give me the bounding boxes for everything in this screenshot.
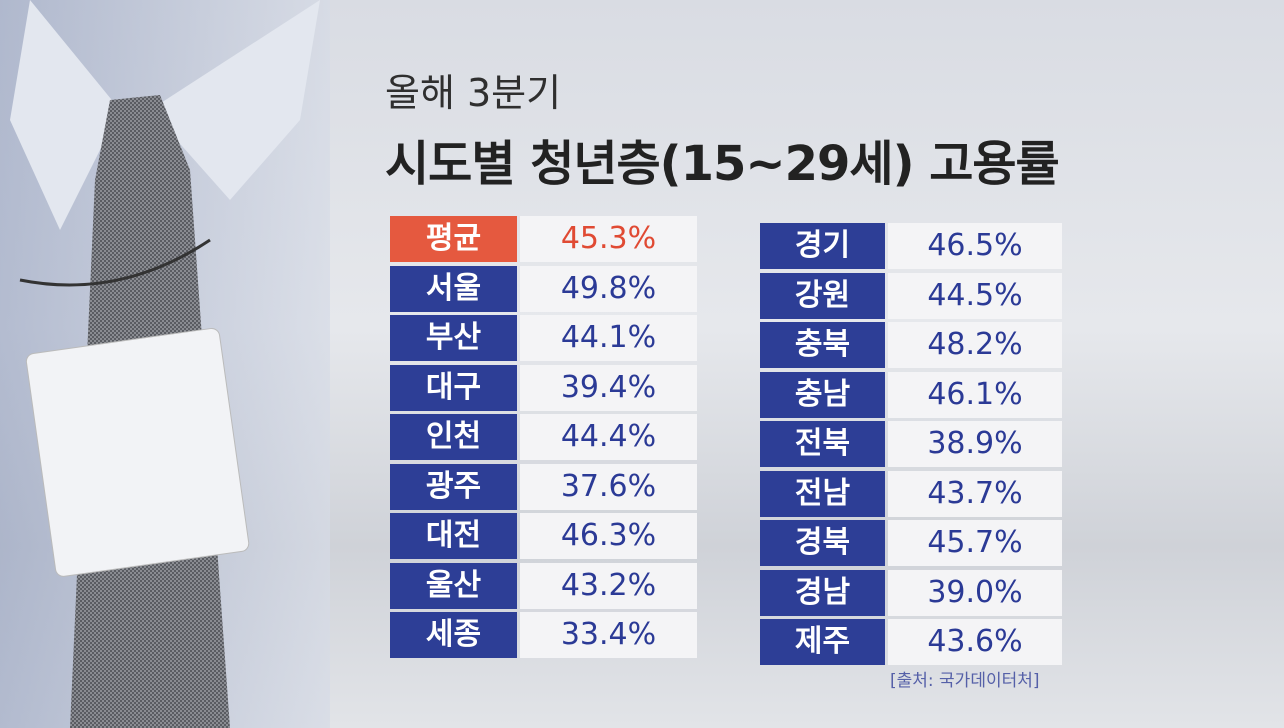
subtitle: 올해 3분기 [385,71,562,115]
rate-value: 39.0% [888,569,1062,616]
region-label: 인천 [390,414,517,460]
region-label: 제주 [760,619,885,665]
rate-value: 46.3% [520,513,697,559]
region-label: 대구 [390,364,517,411]
rate-value: 48.2% [888,322,1062,368]
region-label: 세종 [390,612,517,658]
rate-value: 33.4% [520,612,697,658]
region-label: 평균 [390,216,517,262]
rate-value: 43.7% [888,470,1062,517]
region-label: 경기 [760,223,885,269]
rate-value: 44.4% [520,414,697,460]
rate-value: 38.9% [888,421,1062,467]
region-label: 충남 [760,371,885,418]
rate-value: 44.5% [888,272,1062,319]
source: [출처: 국가데이터처] [890,671,1040,691]
region-label: 경북 [760,520,885,566]
rate-value: 43.6% [888,619,1062,665]
region-label: 전남 [760,470,885,517]
region-label: 서울 [390,265,517,312]
rate-value: 37.6% [520,463,697,510]
region-label: 경남 [760,569,885,616]
rate-value: 49.8% [520,265,697,312]
rate-value: 45.7% [888,520,1062,566]
region-label: 대전 [390,513,517,559]
rate-value: 39.4% [520,364,697,411]
title: 시도별 청년층(15~29세) 고용률 [385,136,1060,192]
rate-value: 45.3% [520,216,697,262]
region-label: 강원 [760,272,885,319]
rate-value: 46.1% [888,371,1062,418]
region-label: 울산 [390,562,517,609]
region-label: 부산 [390,315,517,361]
region-label: 충북 [760,322,885,368]
rate-value: 46.5% [888,223,1062,269]
region-label: 전북 [760,421,885,467]
rate-value: 44.1% [520,315,697,361]
region-label: 광주 [390,463,517,510]
rate-value: 43.2% [520,562,697,609]
